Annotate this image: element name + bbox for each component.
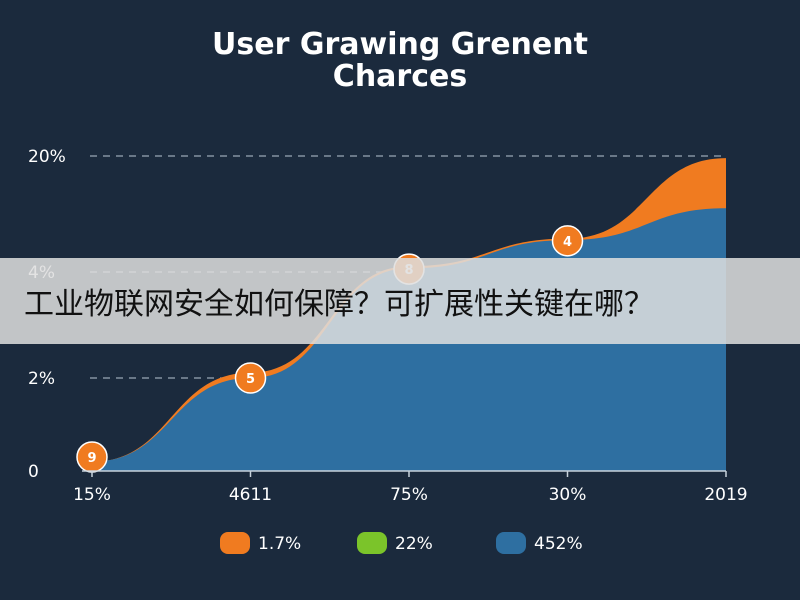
chart-title: User Grawing Grenent Charces (212, 27, 588, 94)
x-tick-label: 2019 (704, 485, 747, 505)
overlay-banner: 工业物联网安全如何保障？可扩展性关键在哪？ (0, 258, 800, 344)
y-tick-label: 2% (28, 369, 55, 389)
data-marker-label: 5 (246, 372, 255, 387)
data-marker (551, 225, 584, 257)
data-marker (234, 362, 267, 394)
x-tick-label: 75% (390, 485, 428, 505)
legend-swatch (357, 532, 387, 554)
legend-swatch (220, 532, 250, 554)
data-marker-label: 4 (563, 235, 572, 250)
legend-label: 1.7% (258, 534, 301, 554)
legend: 1.7% 22% 452% (220, 532, 583, 554)
legend-swatch (496, 532, 526, 554)
x-tick-label: 15% (73, 485, 111, 505)
overlay-banner-text: 工业物联网安全如何保障？可扩展性关键在哪？ (24, 287, 654, 322)
x-tick-label: 4611 (229, 485, 272, 505)
legend-label: 22% (395, 534, 433, 554)
chart-title-line-2: Charces (333, 59, 467, 94)
x-tick-label: 30% (549, 485, 587, 505)
data-marker-label: 9 (87, 451, 96, 466)
y-tick-label: 0 (28, 462, 39, 482)
chart-title-line-1: User Grawing Grenent (212, 27, 588, 62)
y-tick-label: 20% (28, 147, 66, 167)
legend-label: 452% (534, 534, 583, 554)
